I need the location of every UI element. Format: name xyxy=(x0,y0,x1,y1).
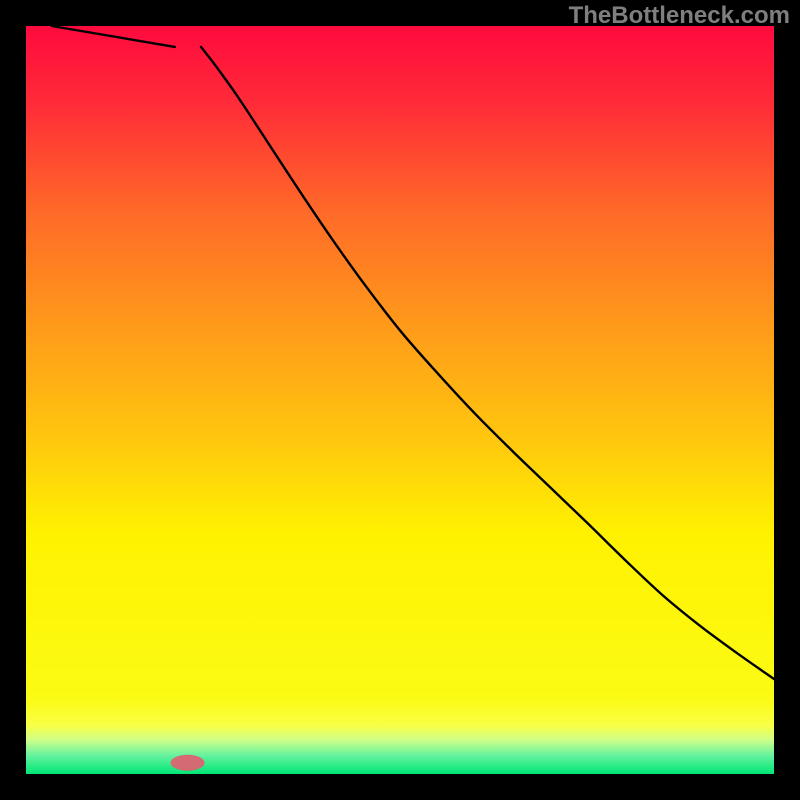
bottleneck-curve-chart xyxy=(0,0,800,800)
gradient-panel xyxy=(26,26,774,774)
optimal-point-marker xyxy=(171,755,205,771)
watermark-text: TheBottleneck.com xyxy=(569,2,790,30)
chart-container: TheBottleneck.com xyxy=(0,0,800,800)
